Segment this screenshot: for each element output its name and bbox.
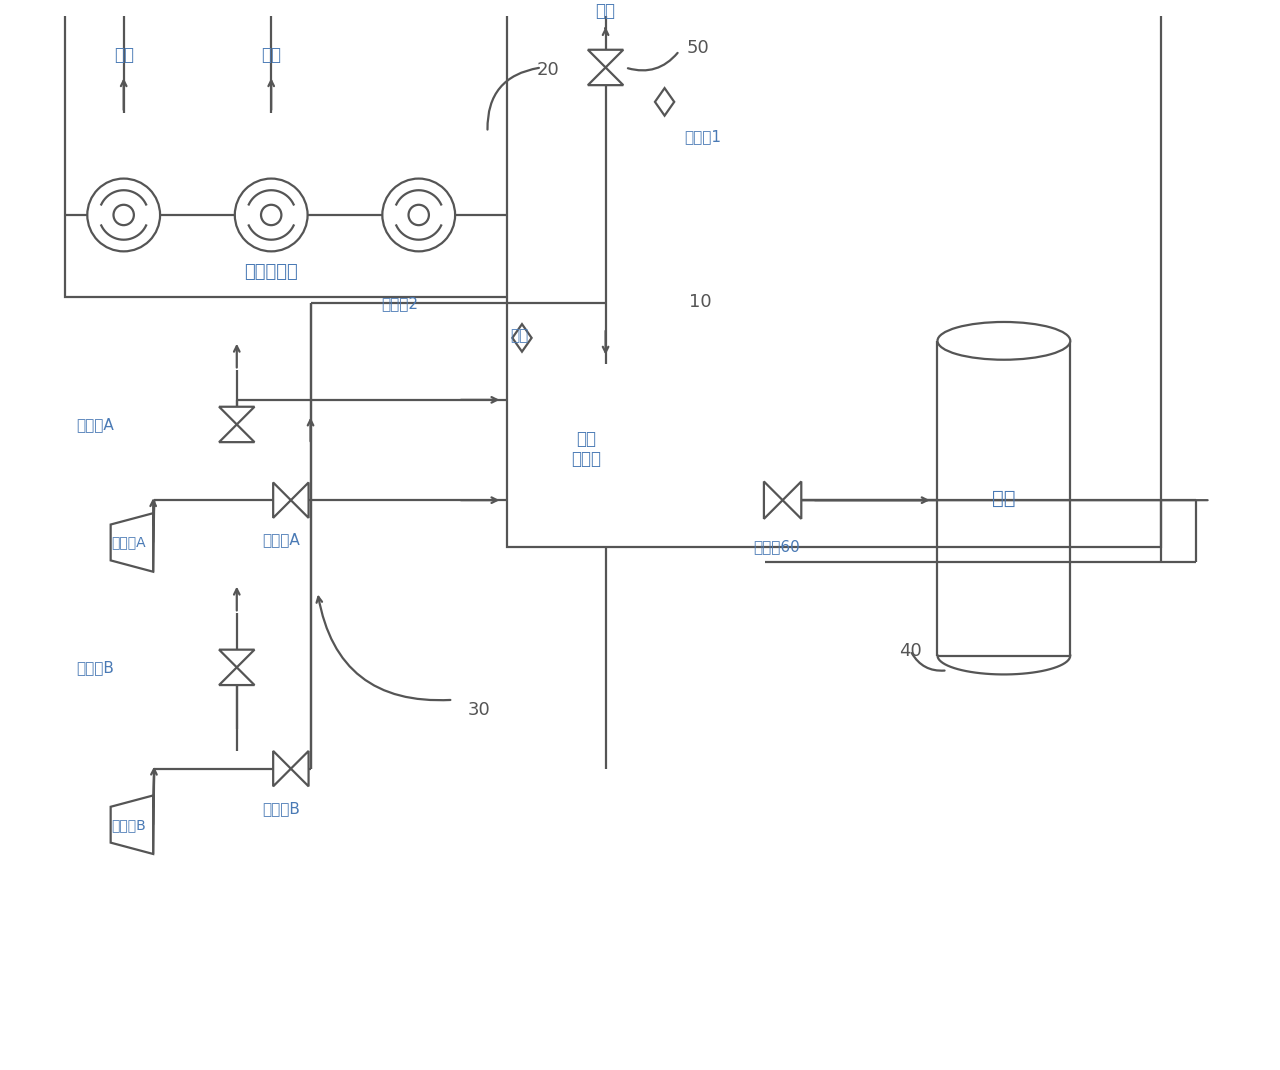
Polygon shape	[273, 483, 291, 518]
Text: 四级: 四级	[261, 46, 282, 63]
Polygon shape	[588, 49, 623, 67]
Circle shape	[408, 204, 429, 225]
Text: 六级: 六级	[511, 327, 529, 342]
Text: 安全阀1: 安全阀1	[685, 128, 721, 143]
Circle shape	[87, 179, 160, 251]
Polygon shape	[110, 795, 154, 854]
Bar	[65, 0, 635, 296]
Polygon shape	[273, 751, 291, 786]
Polygon shape	[110, 514, 154, 571]
Text: 排放阀A: 排放阀A	[76, 417, 114, 432]
Text: 下塔: 下塔	[992, 489, 1015, 507]
Text: 40: 40	[899, 642, 922, 659]
Text: 20: 20	[536, 61, 559, 79]
Text: 膨胀机A: 膨胀机A	[111, 535, 146, 550]
Polygon shape	[291, 483, 308, 518]
Polygon shape	[512, 324, 531, 352]
Text: 入口阀A: 入口阀A	[262, 533, 300, 548]
Text: 10: 10	[689, 293, 712, 311]
Text: 排放: 排放	[595, 2, 616, 20]
Text: 二级: 二级	[114, 46, 133, 63]
Text: 膨胀机B: 膨胀机B	[111, 817, 146, 831]
Circle shape	[383, 179, 456, 251]
Polygon shape	[764, 482, 782, 519]
Polygon shape	[655, 88, 675, 116]
Circle shape	[261, 204, 282, 225]
Polygon shape	[588, 67, 623, 86]
Polygon shape	[291, 751, 308, 786]
Ellipse shape	[937, 322, 1070, 360]
Text: 安全阀2: 安全阀2	[381, 296, 419, 311]
Text: 30: 30	[468, 701, 490, 719]
Text: 排放阀B: 排放阀B	[76, 660, 114, 675]
Polygon shape	[782, 482, 801, 519]
Polygon shape	[219, 668, 255, 685]
Text: 氮气增压机: 氮气增压机	[244, 263, 298, 281]
Circle shape	[114, 204, 134, 225]
Polygon shape	[219, 649, 255, 668]
Polygon shape	[219, 407, 255, 425]
Bar	[507, 0, 1161, 548]
Circle shape	[234, 179, 307, 251]
Text: 节流阀60: 节流阀60	[753, 539, 800, 554]
Text: 50: 50	[686, 39, 709, 57]
Text: 板式
换热器: 板式 换热器	[571, 430, 600, 469]
Text: 入口阀B: 入口阀B	[262, 801, 300, 816]
Polygon shape	[219, 425, 255, 442]
